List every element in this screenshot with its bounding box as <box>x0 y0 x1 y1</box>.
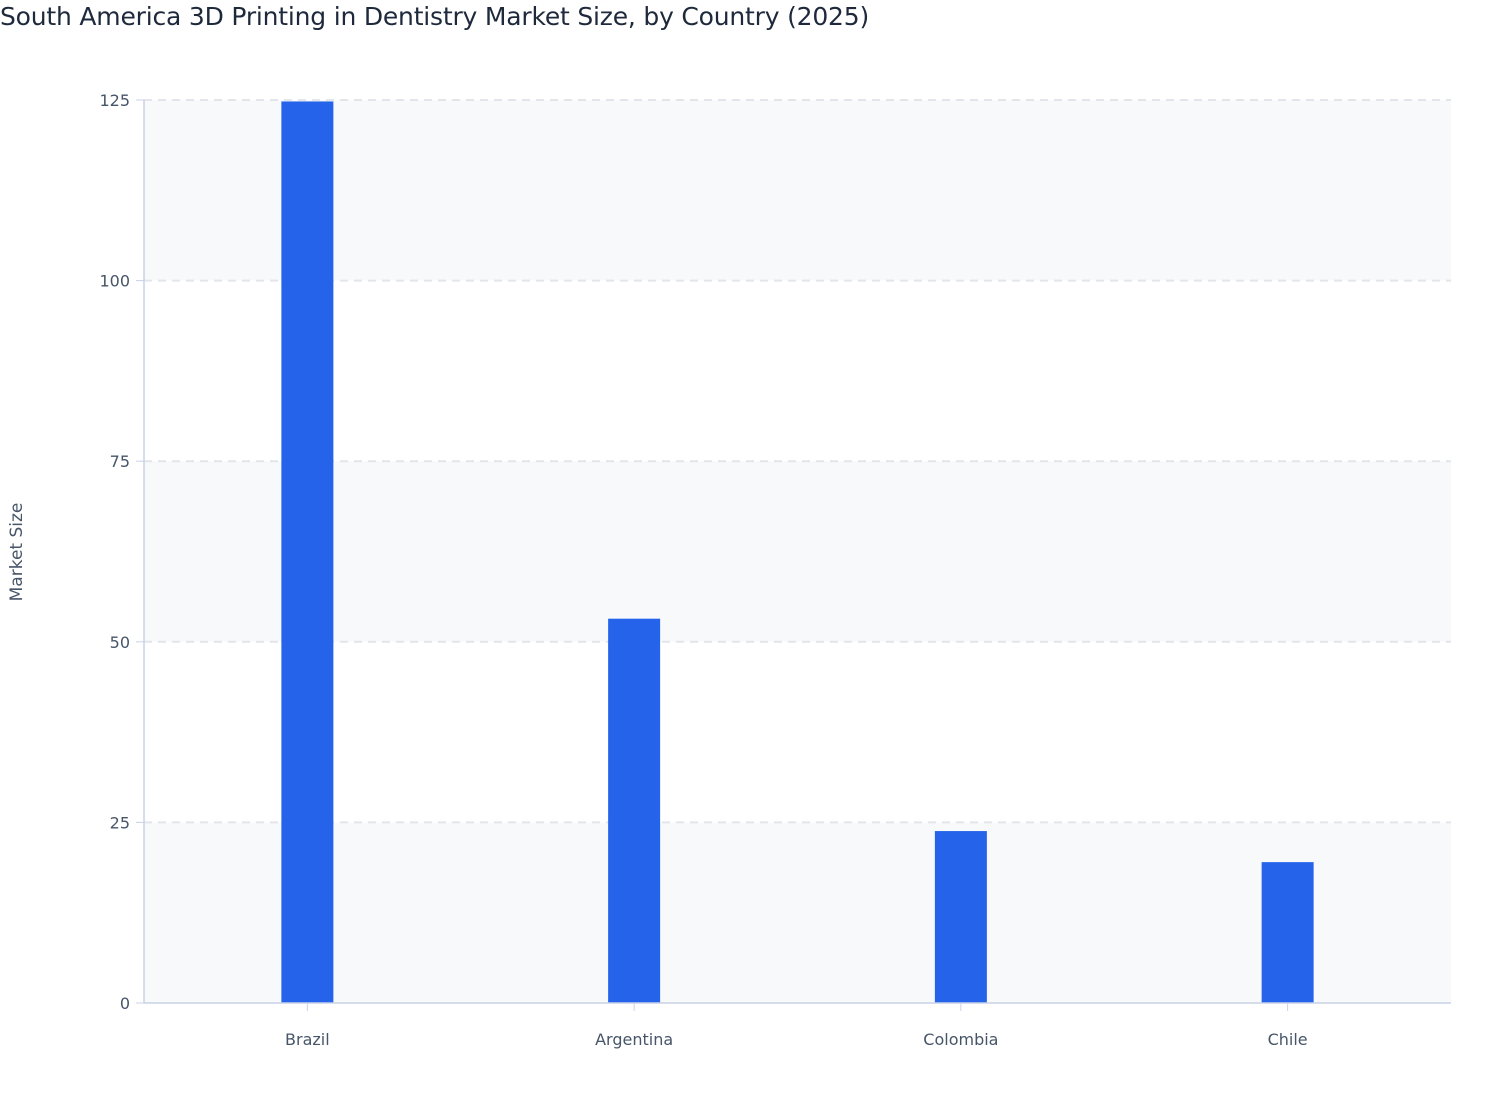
y-tick-label: 0 <box>120 994 130 1013</box>
chart-title: South America 3D Printing in Dentistry M… <box>0 2 870 31</box>
y-tick-label: 100 <box>99 272 130 291</box>
x-tick-label: Chile <box>1268 1030 1308 1049</box>
y-tick-label: 75 <box>110 452 130 471</box>
x-tick-label: Brazil <box>285 1030 330 1049</box>
x-tick-label: Argentina <box>595 1030 673 1049</box>
y-axis-label: Market Size <box>7 503 27 602</box>
y-tick-label: 50 <box>110 633 130 652</box>
y-tick-label: 125 <box>99 91 130 110</box>
grid-band <box>144 100 1451 281</box>
grid-band <box>144 461 1451 642</box>
grid-band <box>144 822 1451 1003</box>
y-tick-label: 25 <box>110 813 130 832</box>
bar-brazil <box>281 101 334 1003</box>
bar-argentina <box>608 618 661 1003</box>
bar-chile <box>1261 862 1314 1003</box>
bar-colombia <box>934 831 987 1003</box>
x-tick-label: Colombia <box>923 1030 998 1049</box>
